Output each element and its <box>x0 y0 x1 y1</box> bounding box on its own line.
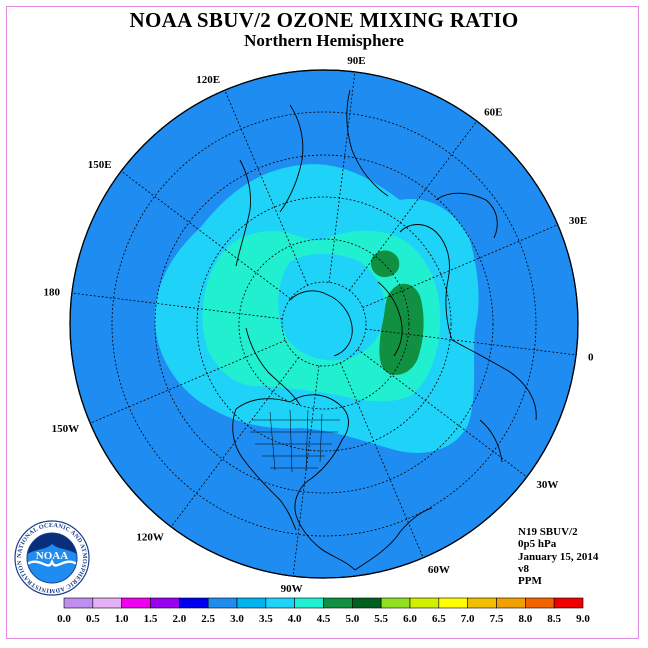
plot-frame <box>6 6 639 639</box>
colorbar-tick-label: 4.5 <box>317 613 331 625</box>
colorbar-swatch <box>294 597 324 609</box>
meridian-line <box>71 292 283 320</box>
longitude-label: 150W <box>52 423 80 435</box>
map-info: N19 SBUV/2 0p5 hPa January 15, 2014 v8 P… <box>518 526 598 587</box>
colorbar-swatch <box>467 597 497 609</box>
meridian-line <box>365 328 577 356</box>
colorbar-swatch <box>179 597 209 609</box>
longitude-label: 150E <box>88 159 112 171</box>
map-title: NOAA SBUV/2 OZONE MIXING RATIO <box>129 8 519 32</box>
longitude-label: 120E <box>196 74 220 86</box>
meridian-line <box>340 362 424 558</box>
longitude-label: 0 <box>588 351 594 363</box>
longitude-label: 30E <box>569 215 587 227</box>
colorbar-tick-label: 0.0 <box>57 613 71 625</box>
colorbar-swatch <box>525 597 555 609</box>
contour-4-5 <box>370 250 400 278</box>
contour-4-5-main <box>379 283 424 375</box>
colorbar-swatch <box>236 597 267 609</box>
colorbar-tick-label: 9.0 <box>576 613 590 625</box>
colorbar-tick-label: 8.0 <box>518 613 532 625</box>
longitude-label: 30W <box>536 479 558 491</box>
meridian-line <box>357 348 528 478</box>
longitude-label: 120W <box>136 531 164 543</box>
meridian-line <box>348 120 478 291</box>
meridian-line <box>292 365 320 577</box>
longitude-label: 90E <box>347 55 365 67</box>
meridian-line <box>120 170 291 300</box>
colorbar-tick-label: 3.5 <box>259 613 273 625</box>
colorbar-tick-label: 1.5 <box>144 613 158 625</box>
meridian-line <box>90 340 286 424</box>
colorbar-tick-label: 4.0 <box>288 613 302 625</box>
colorbar-swatch <box>121 597 151 609</box>
noaa-logo: NATIONAL OCEANIC AND ATMOSPHERIC ADMINIS… <box>14 520 90 596</box>
info-units: PPM <box>518 575 542 588</box>
colorbar-tick-label: 6.0 <box>403 613 417 625</box>
colorbar-tick-label: 7.0 <box>461 613 475 625</box>
latitude-circles <box>111 111 537 537</box>
meridian-line <box>224 90 308 286</box>
longitude-label: 60W <box>428 564 450 576</box>
colorbar-swatch <box>323 597 353 609</box>
colorbar-tick-label: 2.0 <box>172 613 186 625</box>
info-date: January 15, 2014 <box>518 550 599 563</box>
meridian-line <box>170 357 300 528</box>
colorbar-swatch <box>380 597 411 609</box>
longitude-labels: 90E 60E 30E 0 30W 60W 90W 120W 150W 180 150E 120E <box>43 55 594 595</box>
info-satellite: N19 SBUV/2 <box>518 526 578 538</box>
us-state-borders <box>250 409 340 473</box>
info-version: v8 <box>518 562 529 575</box>
colorbar-swatch <box>409 597 440 609</box>
colorbar-swatch <box>150 597 180 609</box>
info-level: 0p5 hPa <box>518 538 557 551</box>
colorbar-tick-label: 6.5 <box>432 613 446 625</box>
meridian-line <box>362 224 558 308</box>
logo-text: NOAA <box>36 550 68 562</box>
colorbar-tick-label: 8.5 <box>547 613 561 625</box>
colorbar-swatch <box>438 597 468 609</box>
colorbar-swatch <box>352 597 382 609</box>
colorbar-swatch <box>553 597 584 609</box>
colorbar-tick-label: 3.0 <box>230 613 244 625</box>
longitude-label: 90W <box>281 583 303 595</box>
hemisphere-outline <box>69 69 579 579</box>
colorbar: 0.0 0.5 1.0 1.5 2.0 2.5 3.0 3.5 4.0 4.5 5.0 5.5 6.0 6… <box>57 597 590 625</box>
longitude-lines <box>71 71 577 577</box>
colorbar-tick-label: 2.5 <box>201 613 215 625</box>
colorbar-tick-label: 7.5 <box>490 613 504 625</box>
meridian-line <box>328 71 356 283</box>
longitude-label: 60E <box>484 107 502 119</box>
longitude-label: 180 <box>43 287 60 299</box>
map-subtitle: Northern Hemisphere <box>244 31 404 50</box>
colorbar-swatch <box>496 597 526 609</box>
colorbar-tick-label: 5.0 <box>345 613 359 625</box>
colorbar-tick-label: 5.5 <box>374 613 388 625</box>
colorbar-swatch <box>92 597 122 609</box>
colorbar-swatch <box>63 597 94 609</box>
colorbar-tick-label: 0.5 <box>86 613 100 625</box>
colorbar-swatch <box>207 597 238 609</box>
colorbar-tick-label: 1.0 <box>115 613 129 625</box>
colorbar-swatch <box>265 597 295 609</box>
